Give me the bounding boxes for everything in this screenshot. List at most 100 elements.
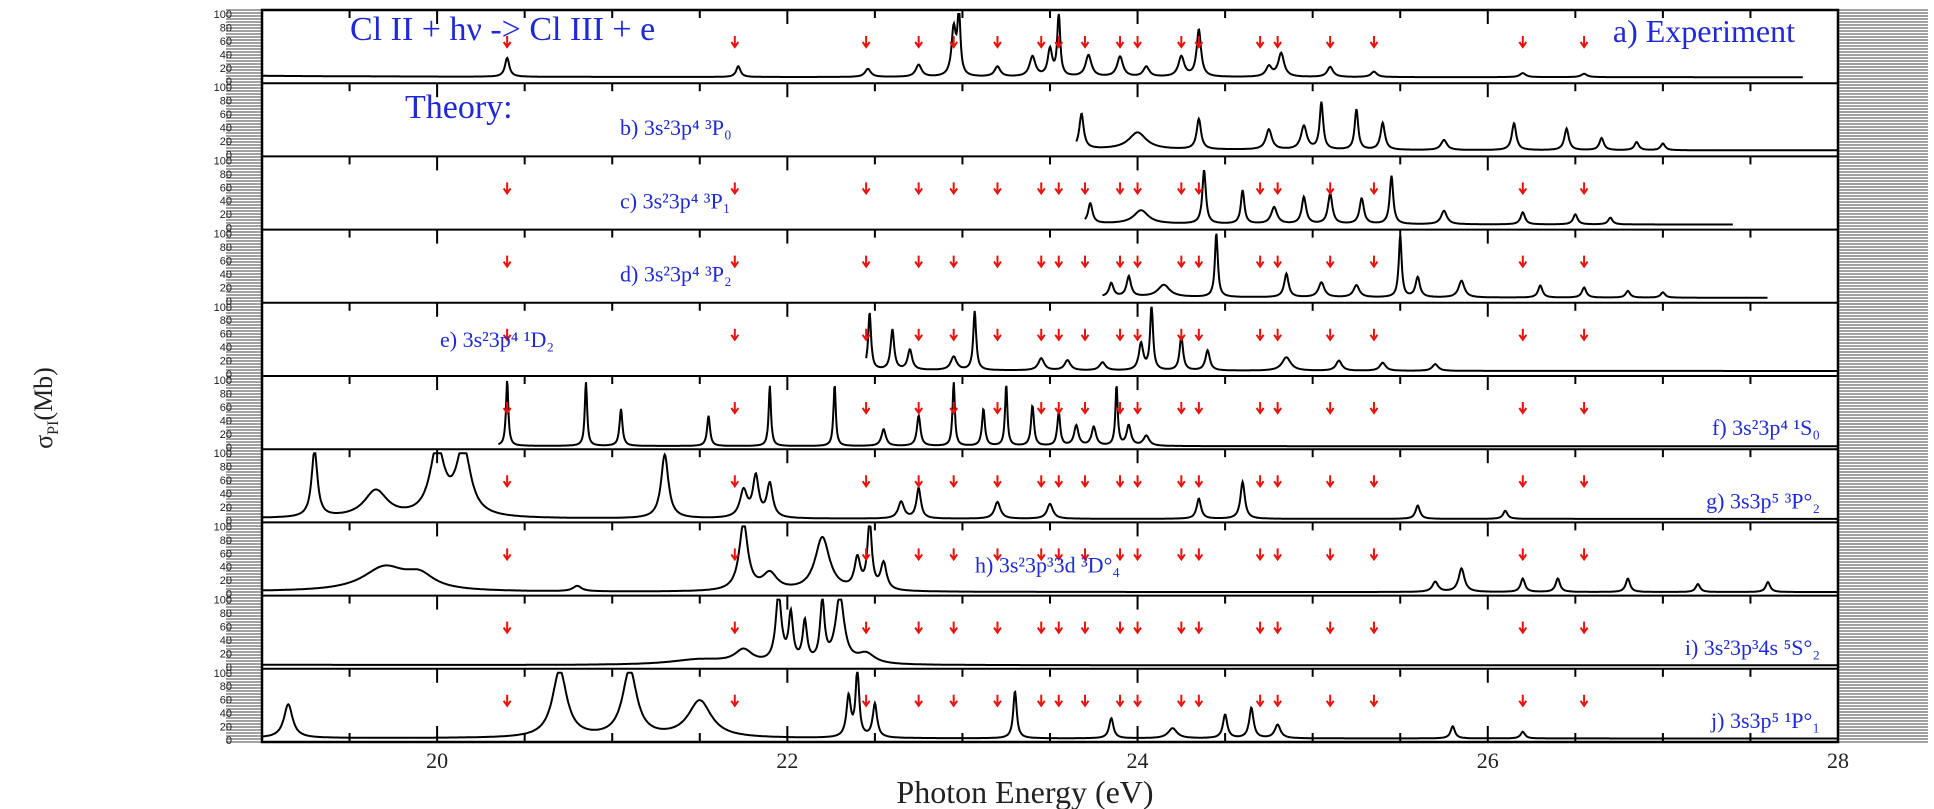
y-tick-label: 20	[220, 63, 232, 75]
resonance-arrow	[1036, 328, 1046, 342]
resonance-arrow	[730, 548, 740, 562]
resonance-arrow	[1115, 328, 1125, 342]
resonance-arrow	[1518, 402, 1528, 415]
resonance-arrow	[730, 36, 740, 49]
spectrum-curve	[262, 598, 1838, 667]
resonance-arrow	[1518, 475, 1528, 488]
resonance-arrow	[730, 475, 740, 488]
resonance-arrow	[1579, 621, 1589, 635]
y-tick-label: 80	[220, 388, 232, 400]
resonance-arrow	[1325, 621, 1335, 635]
resonance-arrow	[1255, 694, 1265, 708]
resonance-arrow	[1325, 548, 1335, 562]
resonance-arrow	[1036, 255, 1046, 269]
y-tick-label: 20	[220, 722, 232, 734]
resonance-arrow	[993, 328, 1002, 342]
panel-a	[262, 13, 1803, 79]
resonance-arrow	[861, 402, 871, 415]
resonance-arrow	[1369, 328, 1379, 342]
y-tick-label: 60	[220, 621, 232, 633]
resonance-arrow	[1325, 694, 1335, 708]
resonance-arrow	[502, 36, 512, 49]
resonance-arrow	[861, 621, 871, 635]
panel-b	[1075, 101, 1838, 152]
resonance-arrow	[1273, 694, 1282, 708]
arrow-layer	[502, 36, 1589, 708]
resonance-arrow	[993, 182, 1002, 196]
resonance-arrow	[1194, 328, 1204, 342]
panel-label-c: c) 3s²3p⁴ ³P₁	[620, 188, 730, 213]
resonance-arrow	[1133, 475, 1142, 488]
resonance-arrow	[1255, 36, 1265, 49]
x-tick-label: 22	[776, 748, 798, 773]
resonance-arrow	[1579, 255, 1589, 269]
y-tick-label: 20	[220, 429, 232, 441]
chart-title: Cl II + hν -> Cl III + e	[350, 11, 655, 48]
y-tick-label: 80	[220, 22, 232, 34]
resonance-arrow	[914, 694, 923, 708]
resonance-arrow	[949, 548, 959, 562]
resonance-arrow	[1133, 182, 1142, 196]
resonance-arrow	[1518, 36, 1528, 49]
resonance-arrow	[1255, 255, 1265, 269]
resonance-arrow	[1255, 548, 1265, 562]
y-tick-label: 20	[220, 136, 232, 148]
resonance-arrow	[1115, 36, 1125, 49]
resonance-arrow	[1325, 475, 1335, 488]
resonance-arrow	[1518, 548, 1528, 562]
resonance-arrow	[1133, 694, 1142, 708]
resonance-arrow	[949, 255, 959, 269]
y-tick-label: 40	[220, 49, 232, 61]
resonance-arrow	[1579, 402, 1589, 415]
resonance-arrows	[502, 328, 1589, 342]
resonance-arrow	[993, 621, 1002, 635]
y-tick-label: 80	[220, 242, 232, 254]
y-tick-label: 20	[220, 356, 232, 368]
resonance-arrow	[502, 182, 512, 196]
resonance-arrow	[993, 255, 1002, 269]
y-axis-symbol: σ	[29, 435, 58, 449]
resonance-arrow	[1369, 402, 1379, 415]
resonance-arrow	[1255, 475, 1265, 488]
y-tick-label: 40	[220, 489, 232, 501]
resonance-arrow	[1080, 36, 1090, 49]
resonance-arrow	[861, 36, 871, 49]
y-tick-label: 0	[226, 76, 232, 88]
resonance-arrows	[502, 36, 1589, 49]
resonance-arrow	[914, 402, 923, 415]
resonance-arrow	[1325, 255, 1335, 269]
panel-c	[1084, 169, 1733, 226]
y-tick-label: 40	[220, 708, 232, 720]
y-tick-label: 40	[220, 635, 232, 647]
spectrum-curve	[497, 380, 1838, 448]
resonance-arrow	[1036, 402, 1046, 415]
panel-j	[261, 671, 1838, 740]
resonance-arrow	[1177, 548, 1186, 562]
resonance-arrow	[1518, 621, 1528, 635]
resonance-arrow	[1273, 475, 1282, 488]
y-tick-label: 20	[220, 502, 232, 514]
resonance-arrow	[1369, 621, 1379, 635]
panel-e	[865, 306, 1838, 372]
y-tick-label: 100	[214, 595, 232, 607]
spectrum-curve	[262, 452, 1838, 520]
resonance-arrow	[1036, 621, 1046, 635]
resonance-arrow	[1133, 36, 1142, 49]
y-tick-label: 20	[220, 209, 232, 221]
resonance-arrow	[1325, 402, 1335, 415]
resonance-arrow	[949, 328, 959, 342]
y-tick-label: 0	[226, 223, 232, 235]
y-tick-label: 60	[220, 109, 232, 121]
resonance-arrows	[502, 402, 1589, 415]
y-axis-unit: (Mb)	[29, 367, 58, 420]
resonance-arrow	[1518, 255, 1528, 269]
resonance-arrow	[1115, 475, 1125, 488]
resonance-arrow	[1080, 328, 1090, 342]
resonance-arrow	[949, 621, 959, 635]
resonance-arrow	[1194, 694, 1204, 708]
resonance-arrows	[502, 694, 1589, 708]
resonance-arrow	[502, 328, 512, 342]
resonance-arrow	[1177, 182, 1186, 196]
right-hatch	[1838, 9, 1928, 743]
